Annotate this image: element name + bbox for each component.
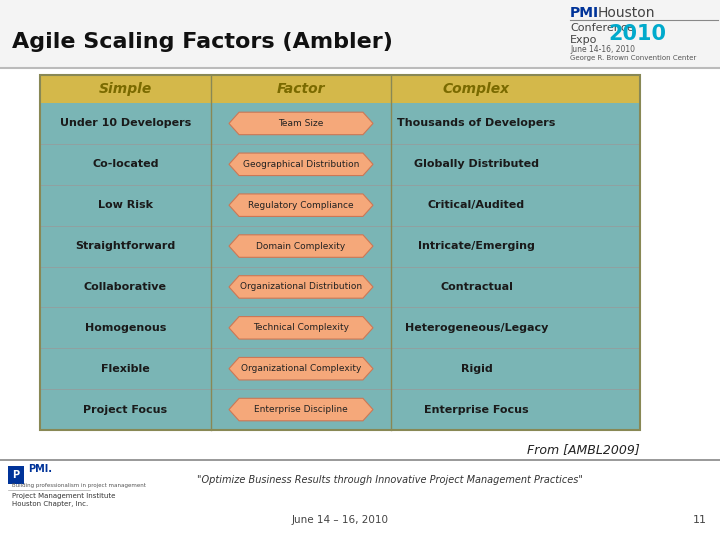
FancyBboxPatch shape xyxy=(40,75,640,103)
Text: Intricate/Emerging: Intricate/Emerging xyxy=(418,241,535,251)
Text: Agile Scaling Factors (Ambler): Agile Scaling Factors (Ambler) xyxy=(12,32,393,52)
Text: Complex: Complex xyxy=(443,82,510,96)
Text: Organizational Distribution: Organizational Distribution xyxy=(240,282,362,292)
Text: Rigid: Rigid xyxy=(461,363,492,374)
Text: From [AMBL2009]: From [AMBL2009] xyxy=(527,443,640,456)
Text: Factor: Factor xyxy=(276,82,325,96)
Text: Critical/Audited: Critical/Audited xyxy=(428,200,525,210)
Text: Houston Chapter, Inc.: Houston Chapter, Inc. xyxy=(12,501,89,507)
Text: Domain Complexity: Domain Complexity xyxy=(256,241,346,251)
FancyBboxPatch shape xyxy=(40,75,640,430)
Text: Team Size: Team Size xyxy=(279,119,324,128)
Text: Building professionalism in project management: Building professionalism in project mana… xyxy=(12,483,146,489)
Text: "Optimize Business Results through Innovative Project Management Practices": "Optimize Business Results through Innov… xyxy=(197,475,583,485)
Polygon shape xyxy=(229,235,373,257)
Text: June 14 – 16, 2010: June 14 – 16, 2010 xyxy=(292,515,389,525)
Text: Straightforward: Straightforward xyxy=(76,241,176,251)
Polygon shape xyxy=(229,194,373,217)
Text: Simple: Simple xyxy=(99,82,152,96)
Polygon shape xyxy=(229,112,373,134)
Text: Project Focus: Project Focus xyxy=(84,404,168,415)
Text: Homogenous: Homogenous xyxy=(85,323,166,333)
Polygon shape xyxy=(229,399,373,421)
Text: Globally Distributed: Globally Distributed xyxy=(414,159,539,170)
Text: Collaborative: Collaborative xyxy=(84,282,167,292)
Text: Technical Complexity: Technical Complexity xyxy=(253,323,349,332)
Text: June 14-16, 2010: June 14-16, 2010 xyxy=(570,45,635,55)
Text: Contractual: Contractual xyxy=(440,282,513,292)
Text: Expo: Expo xyxy=(570,35,598,45)
Text: Enterprise Focus: Enterprise Focus xyxy=(424,404,528,415)
Polygon shape xyxy=(229,357,373,380)
Text: Conference: Conference xyxy=(570,23,634,33)
FancyBboxPatch shape xyxy=(0,0,720,68)
Text: 11: 11 xyxy=(693,515,707,525)
Text: Geographical Distribution: Geographical Distribution xyxy=(243,160,359,169)
Text: PMI.: PMI. xyxy=(28,464,52,474)
FancyBboxPatch shape xyxy=(8,466,24,484)
Text: Enterprise Discipline: Enterprise Discipline xyxy=(254,405,348,414)
Polygon shape xyxy=(229,316,373,339)
Text: Under 10 Developers: Under 10 Developers xyxy=(60,118,191,129)
Text: Co-located: Co-located xyxy=(92,159,158,170)
Text: Low Risk: Low Risk xyxy=(98,200,153,210)
Text: 2010: 2010 xyxy=(608,24,666,44)
Text: George R. Brown Convention Center: George R. Brown Convention Center xyxy=(570,55,696,61)
Text: P: P xyxy=(12,470,19,480)
Text: Organizational Complexity: Organizational Complexity xyxy=(240,364,361,373)
Polygon shape xyxy=(229,276,373,298)
Text: Regulatory Compliance: Regulatory Compliance xyxy=(248,201,354,210)
Text: Houston: Houston xyxy=(598,6,655,20)
Text: Flexible: Flexible xyxy=(101,363,150,374)
Text: Thousands of Developers: Thousands of Developers xyxy=(397,118,556,129)
Text: PMI: PMI xyxy=(570,6,599,20)
Text: Heterogeneous/Legacy: Heterogeneous/Legacy xyxy=(405,323,548,333)
Polygon shape xyxy=(229,153,373,176)
Text: Project Management Institute: Project Management Institute xyxy=(12,493,115,499)
